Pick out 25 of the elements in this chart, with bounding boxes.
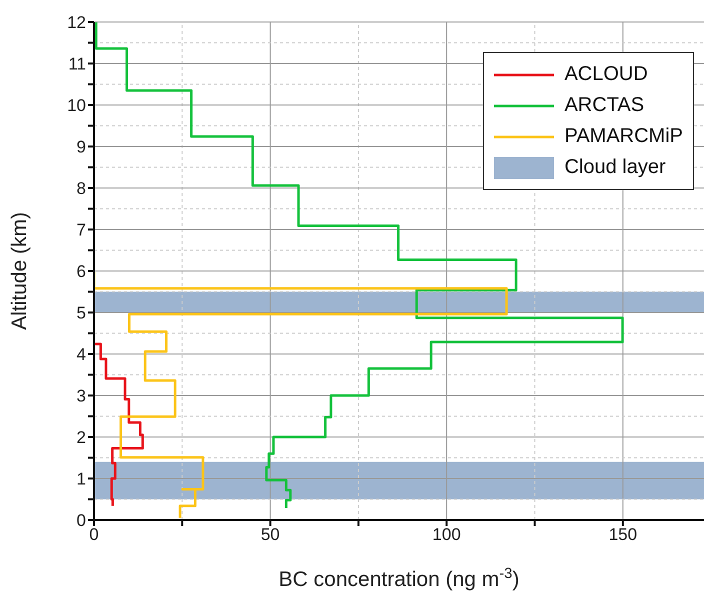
y-tick-label: 5 xyxy=(76,304,86,323)
legend-label: ARCTAS xyxy=(564,94,644,117)
x-axis-title: BC concentration (ng m$^{-3}$) xyxy=(278,566,520,591)
y-tick-label: 10 xyxy=(67,96,86,116)
y-tick-label: 9 xyxy=(76,138,86,157)
line-series xyxy=(94,270,508,520)
legend-label: Cloud layer xyxy=(564,156,666,179)
y-tick-label: 3 xyxy=(76,386,86,406)
legend-label: PAMARCMiP xyxy=(564,125,683,148)
y-tick-label: 0 xyxy=(76,511,86,530)
y-tick-label: 4 xyxy=(76,345,86,364)
x-tick-label: 0 xyxy=(89,525,99,544)
x-tick-label: 50 xyxy=(260,525,280,544)
y-tick-label: 2 xyxy=(76,428,86,448)
y-tick-label: 12 xyxy=(67,13,86,32)
legend-label: ACLOUD xyxy=(564,63,648,86)
y-tick-label: 6 xyxy=(76,262,86,282)
y-tick-label: 7 xyxy=(76,220,86,240)
y-tick-label: 1 xyxy=(76,470,86,489)
y-tick-label: 8 xyxy=(76,179,86,198)
x-tick-label: 150 xyxy=(608,525,638,544)
y-tick-label: 11 xyxy=(68,54,86,74)
line-series xyxy=(94,342,144,508)
x-tick-label: 100 xyxy=(432,525,461,544)
y-axis-title: Altitude (km) xyxy=(8,212,31,330)
